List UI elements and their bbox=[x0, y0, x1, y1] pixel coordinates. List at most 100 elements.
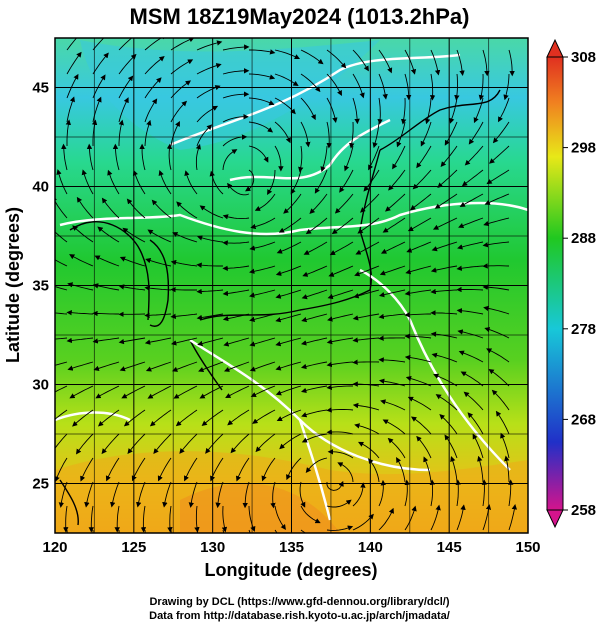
streamline bbox=[66, 38, 78, 51]
streamline bbox=[473, 97, 484, 124]
streamline bbox=[300, 337, 328, 346]
streamline bbox=[92, 52, 109, 75]
streamline bbox=[368, 145, 380, 171]
streamline bbox=[326, 429, 354, 435]
streamline bbox=[461, 169, 484, 187]
streamline bbox=[61, 143, 68, 171]
streamline bbox=[144, 312, 172, 319]
streamline bbox=[196, 40, 223, 51]
colorbar-tick-label: 308 bbox=[571, 49, 596, 66]
streamline bbox=[331, 217, 354, 235]
streamline bbox=[147, 229, 172, 243]
streamline bbox=[118, 97, 129, 123]
streamline bbox=[225, 385, 250, 398]
streamline bbox=[430, 49, 441, 76]
colorbar-bottom-triangle bbox=[546, 509, 564, 529]
streamline bbox=[144, 56, 165, 75]
streamline bbox=[352, 73, 365, 99]
streamline bbox=[463, 391, 484, 411]
streamline bbox=[194, 505, 200, 533]
streamline bbox=[93, 361, 120, 371]
streamline bbox=[170, 259, 198, 267]
streamline bbox=[430, 310, 458, 316]
streamline bbox=[484, 327, 510, 339]
isotherm-lines bbox=[55, 53, 528, 521]
streamline bbox=[250, 385, 276, 397]
streamline bbox=[298, 145, 304, 173]
streamline bbox=[407, 396, 432, 411]
streamline bbox=[55, 385, 68, 393]
streamline bbox=[488, 368, 510, 387]
streamline bbox=[352, 97, 360, 125]
streamline bbox=[439, 414, 458, 435]
streamline bbox=[457, 329, 484, 339]
streamline bbox=[495, 410, 510, 435]
plot-frame bbox=[54, 37, 529, 534]
streamline bbox=[144, 77, 162, 99]
streamline bbox=[167, 505, 173, 533]
streamline bbox=[274, 73, 299, 87]
streamline bbox=[352, 359, 380, 365]
streamline bbox=[276, 409, 302, 422]
streamline bbox=[56, 169, 68, 195]
streamline bbox=[314, 169, 328, 194]
y-tick-label: 45 bbox=[32, 80, 49, 97]
streamline bbox=[434, 193, 458, 209]
colorbar-tick-label: 288 bbox=[571, 230, 596, 247]
streamline bbox=[327, 313, 354, 322]
y-axis-ticks: 25 30 35 40 45 bbox=[32, 80, 49, 493]
streamline bbox=[309, 193, 328, 215]
streamline bbox=[222, 114, 249, 123]
streamline bbox=[118, 284, 146, 291]
credit-data-source: Data from http://database.rish.kyoto-u.a… bbox=[149, 610, 450, 622]
streamline bbox=[327, 289, 354, 300]
streamline bbox=[123, 409, 146, 427]
streamline bbox=[406, 241, 432, 253]
streamline bbox=[300, 385, 328, 393]
streamline bbox=[95, 385, 120, 399]
streamline bbox=[388, 169, 406, 191]
streamline bbox=[300, 361, 328, 370]
streamline bbox=[444, 434, 458, 459]
streamline bbox=[352, 49, 369, 72]
streamline bbox=[173, 385, 198, 399]
streamline bbox=[326, 407, 354, 413]
x-axis-title: Longitude (degrees) bbox=[204, 560, 377, 580]
streamline bbox=[503, 73, 510, 101]
streamline bbox=[416, 145, 432, 169]
streamline bbox=[55, 312, 68, 315]
streamline bbox=[66, 337, 94, 344]
streamline bbox=[274, 49, 301, 60]
streamline bbox=[300, 97, 316, 121]
x-tick-label: 130 bbox=[200, 539, 225, 556]
streamline bbox=[144, 285, 172, 291]
colorbar-top-triangle bbox=[546, 38, 564, 58]
colorbar-tick-label: 278 bbox=[571, 321, 596, 338]
streamline bbox=[147, 385, 172, 399]
streamline bbox=[227, 409, 250, 426]
streamline bbox=[140, 505, 147, 533]
streamline bbox=[249, 49, 276, 55]
streamline bbox=[423, 456, 432, 483]
streamline bbox=[222, 240, 250, 246]
streamline bbox=[136, 481, 146, 508]
streamline bbox=[456, 308, 484, 315]
streamline bbox=[339, 169, 354, 193]
streamline bbox=[275, 289, 302, 299]
streamline bbox=[500, 432, 510, 459]
streamline bbox=[492, 121, 510, 144]
streamline bbox=[184, 457, 198, 482]
streamline bbox=[344, 145, 354, 172]
streamline bbox=[55, 433, 68, 455]
streamline bbox=[444, 121, 458, 146]
streamline bbox=[382, 419, 406, 435]
streamline bbox=[118, 337, 146, 345]
streamline bbox=[405, 265, 432, 275]
streamline bbox=[276, 241, 302, 254]
streamline bbox=[76, 196, 94, 219]
streamline bbox=[55, 457, 68, 482]
streamline bbox=[430, 265, 458, 273]
streamline bbox=[274, 145, 284, 172]
streamline bbox=[170, 59, 194, 75]
x-tick-label: 145 bbox=[437, 539, 462, 556]
